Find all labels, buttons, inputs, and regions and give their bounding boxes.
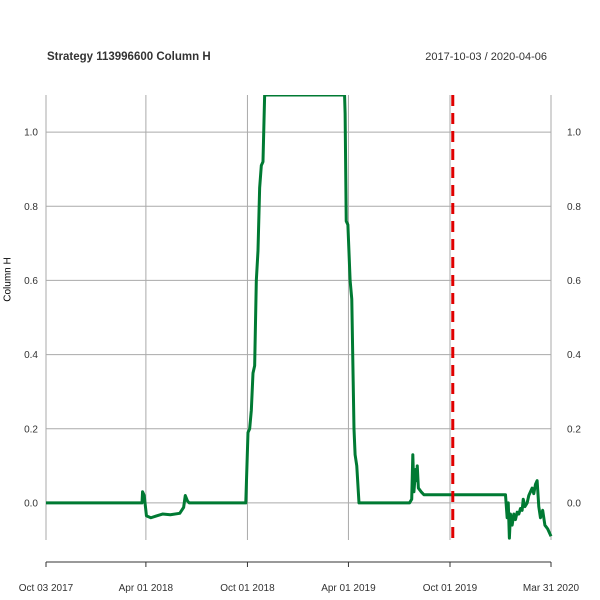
y-tick-label-right: 0.2 [567, 424, 581, 435]
y-tick-label-right: 1.0 [567, 128, 581, 139]
x-tick-label: Oct 01 2018 [220, 583, 275, 594]
chart-title: Strategy 113996600 Column H [47, 51, 211, 63]
y-tick-label-right: 0.8 [567, 202, 581, 213]
date-range-label: 2017-10-03 / 2020-04-06 [425, 51, 547, 63]
x-tick-label: Mar 31 2020 [523, 583, 580, 594]
y-tick-label-left: 0.2 [24, 424, 38, 435]
series-line [46, 95, 553, 540]
y-tick-label-left: 1.0 [24, 128, 38, 139]
y-tick-label-right: 0.4 [567, 350, 581, 361]
y-tick-label-left: 0.6 [24, 276, 38, 287]
x-tick-label: Oct 01 2019 [423, 583, 478, 594]
grid-lines [45, 95, 552, 540]
series-layer [46, 95, 553, 540]
y-tick-label-right: 0.6 [567, 276, 581, 287]
y-tick-label-left: 0.0 [24, 498, 38, 509]
y-tick-label-right: 0.0 [567, 498, 581, 509]
x-tick-label: Oct 03 2017 [19, 583, 74, 594]
axes [45, 561, 552, 567]
x-tick-label: Apr 01 2019 [321, 583, 376, 594]
y-tick-label-left: 0.4 [24, 350, 38, 361]
tick-labels: 0.0 0.0 0.2 0.2 0.4 0.4 0.6 0.6 0.8 0.8 1.0 1.0 Oct … [19, 128, 582, 594]
y-tick-label-left: 0.8 [24, 202, 38, 213]
x-tick-label: Apr 01 2018 [119, 583, 174, 594]
